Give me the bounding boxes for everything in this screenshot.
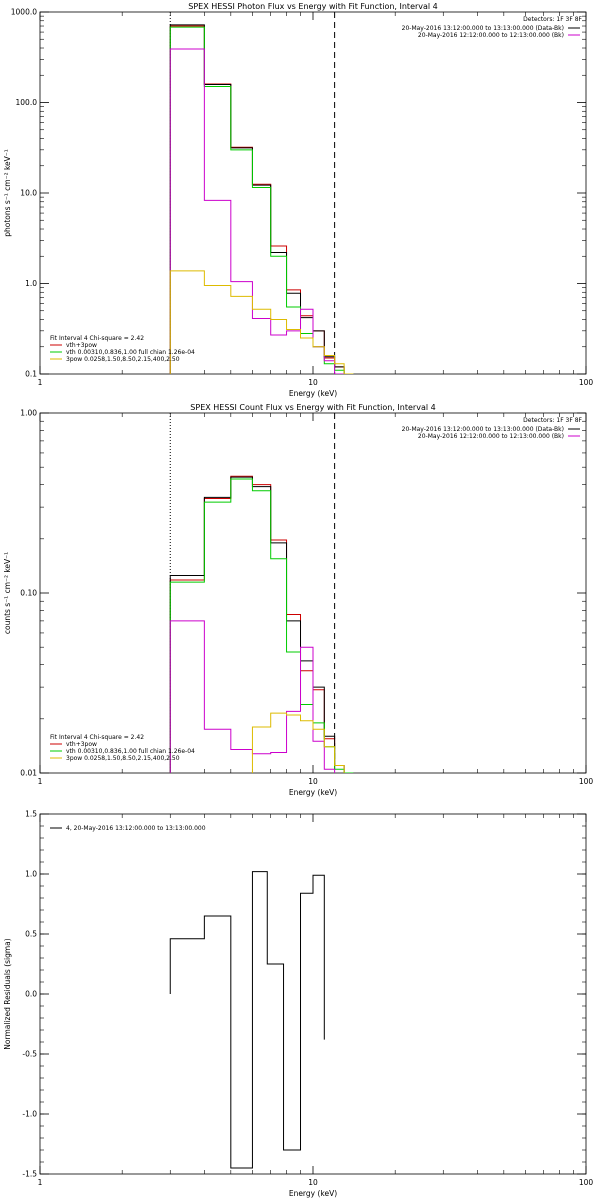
- residual-legend-entry: 4, 20-May-2016 13:12:00.000 to 13:13:00.…: [66, 825, 206, 832]
- series-4-line: [251, 712, 345, 773]
- plot-frame: [39, 813, 587, 1175]
- fit-legend-entry: vth+3pow: [66, 342, 97, 349]
- y-tick-label: 1.0: [25, 870, 37, 879]
- fit-legend-entry: vth 0.00310,0.836,1.00 full chian 1.26e-…: [66, 748, 195, 755]
- detectors-label: Detectors: 1F 3F 8F: [523, 417, 582, 424]
- x-tick-label: 10: [308, 777, 318, 786]
- plot-area: [169, 12, 354, 374]
- y-tick-label: 1.00: [20, 409, 37, 418]
- series-3-line: [169, 48, 345, 374]
- y-tick-label: 10.0: [20, 189, 37, 198]
- series-1-line: [169, 476, 354, 773]
- y-axis-label: photons s⁻¹ cm⁻² keV⁻¹: [3, 149, 12, 237]
- series-1-line: [169, 24, 354, 374]
- chart-title: SPEX HESSI Count Flux vs Energy with Fit…: [190, 403, 435, 412]
- x-axis-label: Energy (keV): [289, 389, 337, 398]
- residuals-panel: 1 10 100 -1.5 -1.0 -0.5 0.0 0.5 1.0 1.5 Energy (ke…: [3, 810, 593, 1199]
- y-tick-label: 0.1: [25, 370, 37, 379]
- y-tick-label: 0.01: [20, 769, 37, 778]
- time-legend-entry: 20-May-2016 13:12:00.000 to 13:13:00.000…: [402, 25, 564, 32]
- photon-flux-panel: SPEX HESSI Photon Flux vs Energy with Fi…: [3, 2, 593, 398]
- x-axis-label: Energy (keV): [289, 1189, 337, 1198]
- fit-legend-entry: 3pow 0.0258,1.50,8.50,2.15,400,2.50: [66, 755, 180, 762]
- y-tick-label: 0.5: [25, 930, 37, 939]
- series-2-line: [169, 26, 354, 374]
- plot-area: [169, 413, 354, 773]
- time-legend-entry: 20-May-2016 12:12:00.000 to 12:13:00.000…: [418, 32, 564, 39]
- fit-legend-entry: 3pow 0.0258,1.50,8.50,2.15,400,2.50: [66, 356, 180, 363]
- fit-interval-label: Fit Interval 4 Chi-square = 2.42: [50, 734, 144, 741]
- y-tick-label: -1.0: [22, 1110, 37, 1119]
- y-tick-label: 0.10: [20, 589, 37, 598]
- y-axis-label: Normalized Residuals (sigma): [3, 938, 12, 1049]
- y-tick-label: 1.0: [25, 279, 37, 288]
- fit-interval-label: Fit Interval 4 Chi-square = 2.42: [50, 335, 144, 342]
- series-3-line: [169, 620, 336, 773]
- x-tick-label: 10: [308, 1178, 318, 1187]
- x-axis-label: Energy (keV): [289, 788, 337, 797]
- x-tick-label: 1: [38, 1178, 43, 1187]
- time-legend-entry: 20-May-2016 13:12:00.000 to 13:13:00.000…: [402, 426, 564, 433]
- x-tick-label: 10: [308, 378, 318, 387]
- y-tick-label: -0.5: [22, 1050, 37, 1059]
- y-tick-label: 0.0: [25, 990, 37, 999]
- fit-legend-entry: vth 0.00310,0.836,1.00 full chian 1.26e-…: [66, 349, 195, 356]
- plot-area: [169, 871, 325, 1169]
- y-tick-label: 1.5: [25, 810, 37, 819]
- series-4-line: [169, 270, 354, 374]
- x-tick-label: 1: [38, 777, 43, 786]
- x-tick-label: 100: [579, 777, 594, 786]
- series-0-line: [169, 475, 354, 773]
- chart-title: SPEX HESSI Photon Flux vs Energy with Fi…: [188, 2, 438, 11]
- y-axis-label: counts s⁻¹ cm⁻² keV⁻¹: [3, 552, 12, 634]
- time-legend-entry: 20-May-2016 12:12:00.000 to 12:13:00.000…: [418, 433, 564, 440]
- x-tick-label: 1: [38, 378, 43, 387]
- x-tick-label: 100: [579, 378, 594, 387]
- series-0-line: [169, 25, 354, 374]
- y-tick-label: 100.0: [16, 98, 38, 107]
- detectors-label: Detectors: 1F 3F 8F: [523, 16, 582, 23]
- series-0-line: [169, 871, 325, 1169]
- y-tick-label: 1000.0: [11, 8, 37, 17]
- fit-legend-entry: vth+3pow: [66, 741, 97, 748]
- x-tick-label: 100: [579, 1178, 594, 1187]
- series-2-line: [169, 478, 354, 773]
- y-tick-label: -1.5: [22, 1170, 37, 1179]
- count-flux-panel: SPEX HESSI Count Flux vs Energy with Fit…: [3, 403, 593, 797]
